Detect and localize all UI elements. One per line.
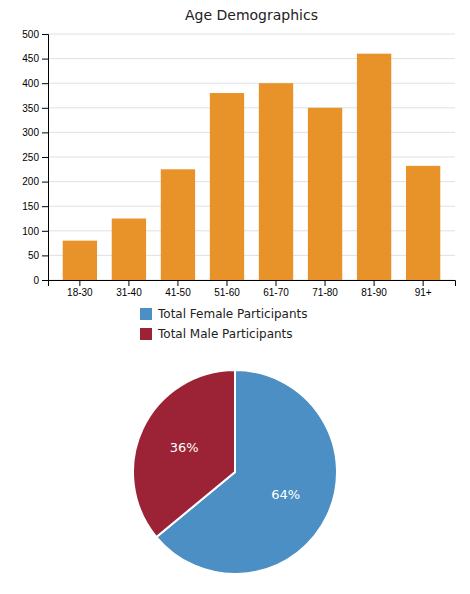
tick-mark — [42, 132, 48, 133]
tick-mark — [42, 280, 48, 281]
tick: 250 — [22, 152, 48, 163]
bar-chart: Age Demographics 0 50 100 150 200 250 300 350 400… — [22, 7, 455, 298]
legend-label: Total Male Participants — [157, 327, 293, 341]
tick-label: 400 — [22, 78, 39, 89]
tick: 150 — [22, 201, 48, 212]
tick-mark — [42, 59, 48, 60]
bar — [161, 169, 195, 280]
tick: 31-40 — [116, 280, 142, 298]
tick: 61-70 — [263, 280, 289, 298]
tick-label: 61-70 — [263, 287, 289, 298]
tick: 200 — [22, 176, 48, 187]
grid-line — [48, 181, 455, 182]
legend-label: Total Female Participants — [157, 307, 308, 321]
tick-label: 350 — [22, 103, 39, 114]
tick-label: 250 — [22, 152, 39, 163]
bar — [63, 241, 97, 280]
tick-label: 150 — [22, 201, 39, 212]
tick-mark — [42, 206, 48, 207]
grid-line — [48, 230, 455, 231]
tick-mark — [42, 34, 48, 35]
grid-line — [48, 58, 455, 59]
tick: 100 — [22, 226, 48, 237]
tick-mark — [42, 255, 48, 256]
tick: 400 — [22, 78, 48, 89]
grid-line — [48, 83, 455, 84]
slices — [133, 370, 337, 574]
tick-label: 50 — [28, 250, 40, 261]
tick-label: 0 — [33, 275, 39, 286]
data-labels: 64% 36% — [170, 440, 300, 503]
tick-mark — [42, 83, 48, 84]
grid-line — [48, 34, 455, 35]
grid-line — [48, 157, 455, 158]
tick-label: 300 — [22, 127, 39, 138]
tick-label: 500 — [22, 29, 39, 40]
tick-mark — [423, 280, 424, 286]
tick-mark — [374, 280, 375, 286]
tick-mark — [79, 280, 80, 286]
tick: 51-60 — [214, 280, 240, 298]
tick-label: 51-60 — [214, 287, 240, 298]
data-label: 36% — [170, 440, 199, 455]
bar — [406, 166, 440, 280]
axis-line — [49, 281, 456, 287]
slice — [133, 370, 235, 537]
tick-label: 91+ — [415, 287, 432, 298]
tick-mark — [226, 280, 227, 286]
bar — [308, 108, 342, 280]
tick: 500 — [22, 29, 48, 40]
bars — [63, 54, 441, 280]
legend-item: Total Male Participants — [140, 327, 293, 341]
tick-mark — [42, 182, 48, 183]
tick-mark — [42, 231, 48, 232]
grid — [48, 34, 455, 280]
bar — [210, 93, 244, 280]
legend-item: Total Female Participants — [140, 307, 308, 321]
legend-swatch — [140, 308, 152, 320]
tick: 350 — [22, 103, 48, 114]
chart-title: Age Demographics — [185, 7, 318, 23]
legend: Total Female Participants Total Male Part… — [140, 307, 308, 341]
tick: 91+ — [415, 280, 432, 298]
tick-mark — [177, 280, 178, 286]
grid-line — [48, 255, 455, 256]
tick: 450 — [22, 53, 48, 64]
tick-mark — [325, 280, 326, 286]
tick: 41-50 — [165, 280, 191, 298]
tick-label: 100 — [22, 226, 39, 237]
tick: 71-80 — [312, 280, 338, 298]
tick-mark — [42, 108, 48, 109]
tick-mark — [276, 280, 277, 286]
tick-mark — [128, 280, 129, 286]
legend-swatch — [140, 328, 152, 340]
tick-label: 41-50 — [165, 287, 191, 298]
grid-line — [48, 107, 455, 108]
tick-label: 450 — [22, 53, 39, 64]
x-axis: 18-30 31-40 41-50 51-60 61-70 71-80 81-90 91+ — [49, 280, 456, 298]
data-label: 64% — [271, 487, 300, 502]
bar — [112, 219, 146, 281]
axis-line — [42, 35, 49, 281]
tick: 81-90 — [361, 280, 387, 298]
bar — [357, 54, 391, 280]
grid-line — [48, 206, 455, 207]
tick: 300 — [22, 127, 48, 138]
tick-mark — [42, 157, 48, 158]
chart-root: Age Demographics 0 50 100 150 200 250 300 350 400… — [0, 0, 470, 594]
bar — [259, 83, 293, 280]
tick-label: 81-90 — [361, 287, 387, 298]
pie-chart: Total Female Participants Total Male Part… — [133, 307, 337, 574]
tick-label: 71-80 — [312, 287, 338, 298]
y-axis: 0 50 100 150 200 250 300 350 400 450 500 — [22, 29, 48, 286]
tick-label: 200 — [22, 176, 39, 187]
grid-line — [48, 132, 455, 133]
tick-label: 18-30 — [67, 287, 93, 298]
tick-label: 31-40 — [116, 287, 142, 298]
tick: 50 — [28, 250, 48, 261]
tick: 0 — [33, 275, 48, 286]
tick: 18-30 — [67, 280, 93, 298]
